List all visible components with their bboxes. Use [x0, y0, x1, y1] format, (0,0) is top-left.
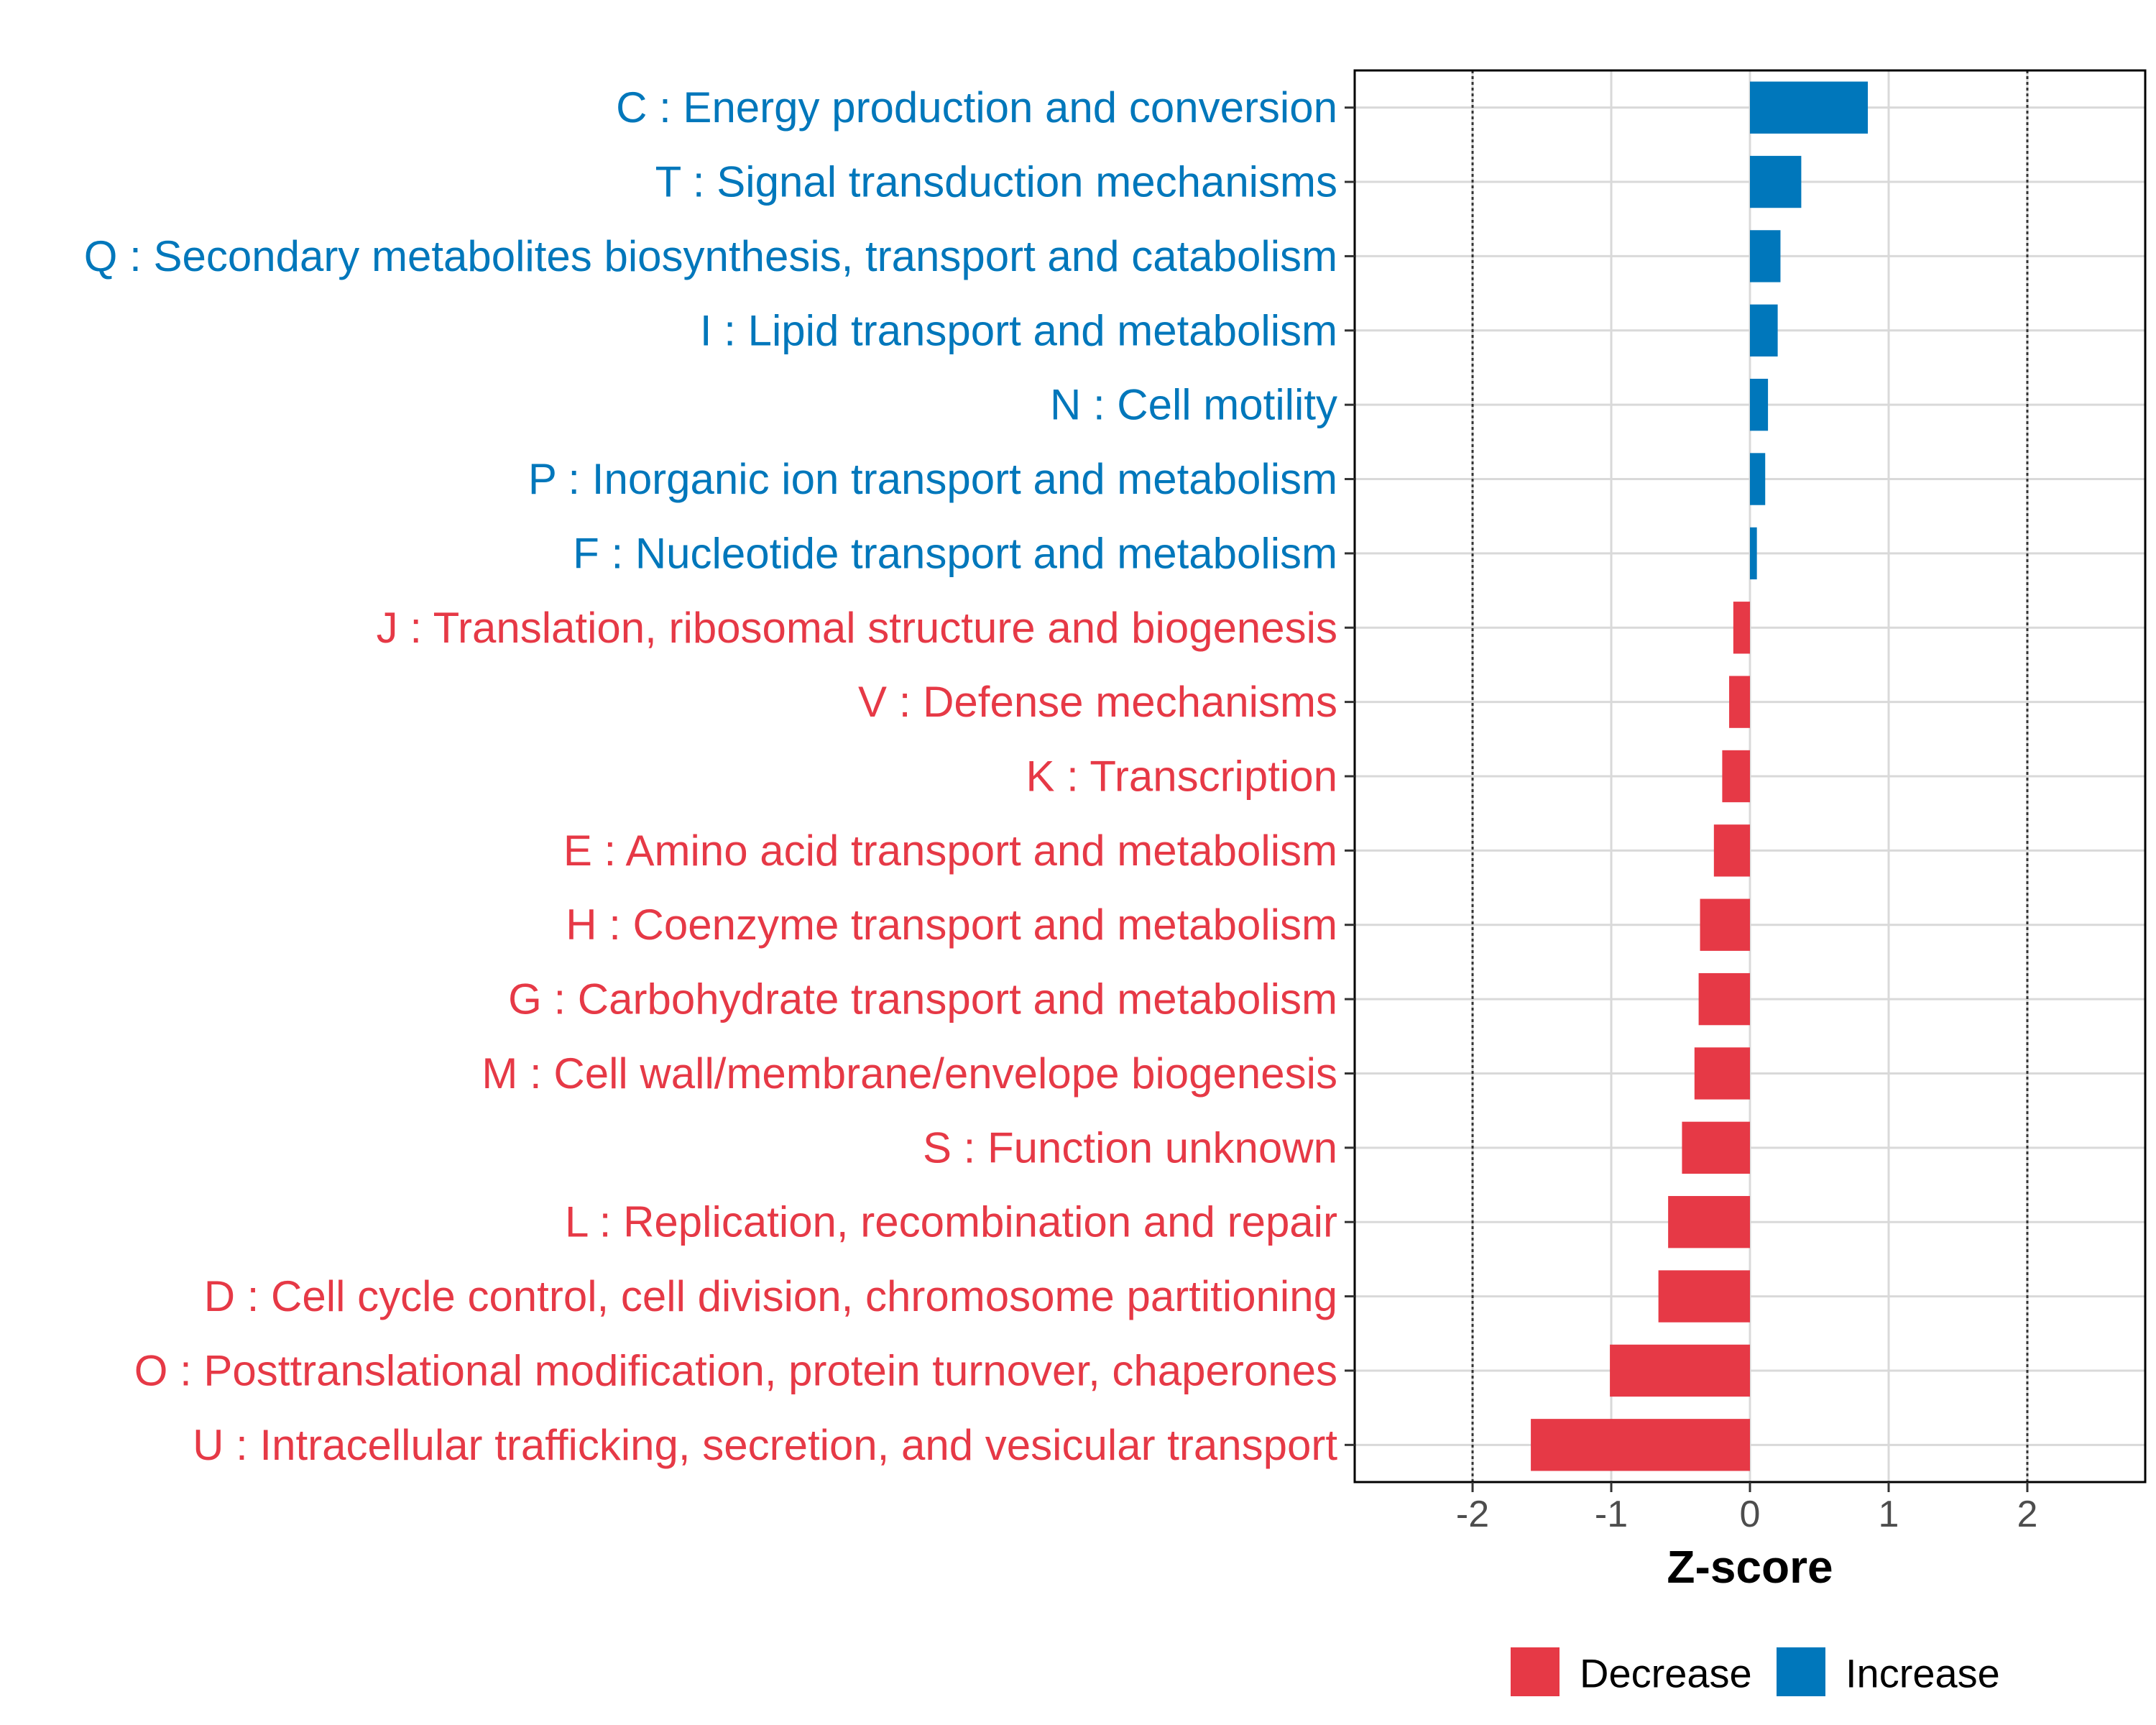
bar	[1750, 230, 1781, 282]
category-label: L : Replication, recombination and repai…	[565, 1198, 1337, 1246]
legend-swatch	[1777, 1647, 1825, 1696]
category-label: K : Transcription	[1026, 753, 1337, 801]
legend[interactable]: Decrease Increase	[1511, 1647, 2000, 1696]
category-label: U : Intracellular trafficking, secretion…	[193, 1421, 1337, 1469]
bar	[1750, 378, 1769, 431]
bar	[1750, 81, 1869, 134]
bar	[1531, 1419, 1750, 1471]
bar	[1700, 898, 1750, 951]
x-tick-label: 2	[2017, 1494, 2038, 1535]
bar	[1729, 676, 1750, 728]
x-tick-label: -2	[1456, 1494, 1489, 1535]
category-label: I : Lipid transport and metabolism	[700, 306, 1337, 354]
category-label: H : Coenzyme transport and metabolism	[566, 901, 1337, 949]
bar	[1722, 750, 1750, 803]
y-axis-ticks	[1345, 106, 1355, 1446]
legend-swatch	[1511, 1647, 1560, 1696]
bar	[1658, 1270, 1750, 1322]
bar	[1750, 304, 1778, 356]
category-label: G : Carbohydrate transport and metabolis…	[508, 975, 1337, 1024]
category-label: V : Defense mechanisms	[858, 678, 1337, 726]
category-label: T : Signal transduction mechanisms	[655, 158, 1337, 206]
x-tick-label: 1	[1879, 1494, 1899, 1535]
category-label: M : Cell wall/membrane/envelope biogenes…	[482, 1049, 1337, 1098]
category-label: C : Energy production and conversion	[616, 83, 1337, 132]
category-label: F : Nucleotide transport and metabolism	[573, 529, 1337, 577]
legend-item-increase[interactable]: Increase	[1777, 1647, 2000, 1696]
bar	[1694, 1047, 1750, 1100]
bar	[1750, 453, 1766, 505]
category-label: J : Translation, ribosomal structure and…	[377, 604, 1337, 652]
bar	[1733, 602, 1750, 654]
legend-item-decrease[interactable]: Decrease	[1511, 1647, 1752, 1696]
category-label: D : Cell cycle control, cell division, c…	[204, 1272, 1337, 1320]
category-label: Q : Secondary metabolites biosynthesis, …	[84, 232, 1337, 280]
x-tick-label: 0	[1740, 1494, 1761, 1535]
legend-label: Increase	[1846, 1651, 2000, 1696]
bar	[1610, 1344, 1750, 1397]
bar	[1713, 824, 1750, 877]
legend-label: Decrease	[1580, 1651, 1752, 1696]
bar	[1668, 1196, 1750, 1248]
category-label: O : Posttranslational modification, prot…	[134, 1346, 1337, 1394]
x-tick-label: -1	[1595, 1494, 1628, 1535]
category-label: N : Cell motility	[1050, 381, 1337, 429]
category-label: S : Function unknown	[923, 1123, 1337, 1172]
y-axis-labels: C : Energy production and conversion T : …	[84, 83, 1338, 1469]
category-label: E : Amino acid transport and metabolism	[563, 827, 1337, 875]
bar	[1750, 527, 1757, 580]
category-label: P : Inorganic ion transport and metaboli…	[528, 455, 1337, 503]
bar	[1682, 1121, 1750, 1174]
x-axis-title: Z-score	[1667, 1541, 1833, 1593]
bar	[1750, 155, 1802, 208]
bars	[1531, 81, 1869, 1471]
bar	[1698, 972, 1750, 1026]
x-axis-ticks: -2 -1 0 1 2	[1456, 1482, 2038, 1535]
